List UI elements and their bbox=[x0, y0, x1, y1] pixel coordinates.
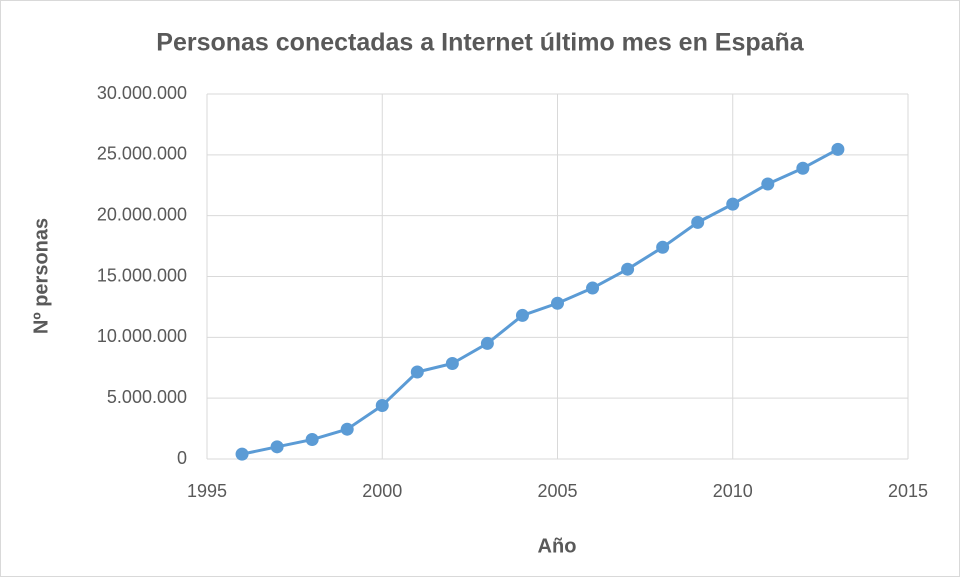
marker bbox=[831, 142, 845, 156]
chart-title: Personas conectadas a Internet último me… bbox=[156, 29, 805, 57]
marker bbox=[340, 422, 354, 436]
y-tick-label: 30.000.000 bbox=[97, 83, 187, 103]
marker bbox=[515, 308, 529, 322]
x-tick-label: 2010 bbox=[713, 481, 753, 501]
x-axis-title: Año bbox=[538, 535, 577, 557]
marker bbox=[445, 356, 459, 370]
marker bbox=[305, 433, 319, 447]
x-tick-label: 1995 bbox=[187, 481, 227, 501]
marker bbox=[726, 197, 740, 211]
y-tick-label: 10.000.000 bbox=[97, 326, 187, 346]
x-tick-label: 2005 bbox=[537, 481, 577, 501]
y-tick-label: 20.000.000 bbox=[97, 204, 187, 224]
marker bbox=[796, 161, 810, 175]
y-tick-label: 0 bbox=[177, 448, 187, 468]
y-axis-title: Nº personas bbox=[30, 218, 52, 334]
marker bbox=[235, 447, 249, 461]
marker bbox=[375, 398, 389, 412]
marker bbox=[691, 215, 705, 229]
x-tick-label: 2000 bbox=[362, 481, 402, 501]
y-tick-label: 15.000.000 bbox=[97, 265, 187, 285]
marker bbox=[621, 262, 635, 276]
marker bbox=[480, 336, 494, 350]
y-tick-label: 25.000.000 bbox=[97, 144, 187, 164]
x-tick-label: 2015 bbox=[888, 481, 928, 501]
marker bbox=[586, 281, 600, 295]
marker bbox=[656, 240, 670, 254]
marker bbox=[270, 440, 284, 454]
marker bbox=[410, 365, 424, 379]
marker bbox=[551, 296, 564, 310]
y-tick-label: 5.000.000 bbox=[107, 387, 187, 407]
marker bbox=[761, 177, 775, 191]
